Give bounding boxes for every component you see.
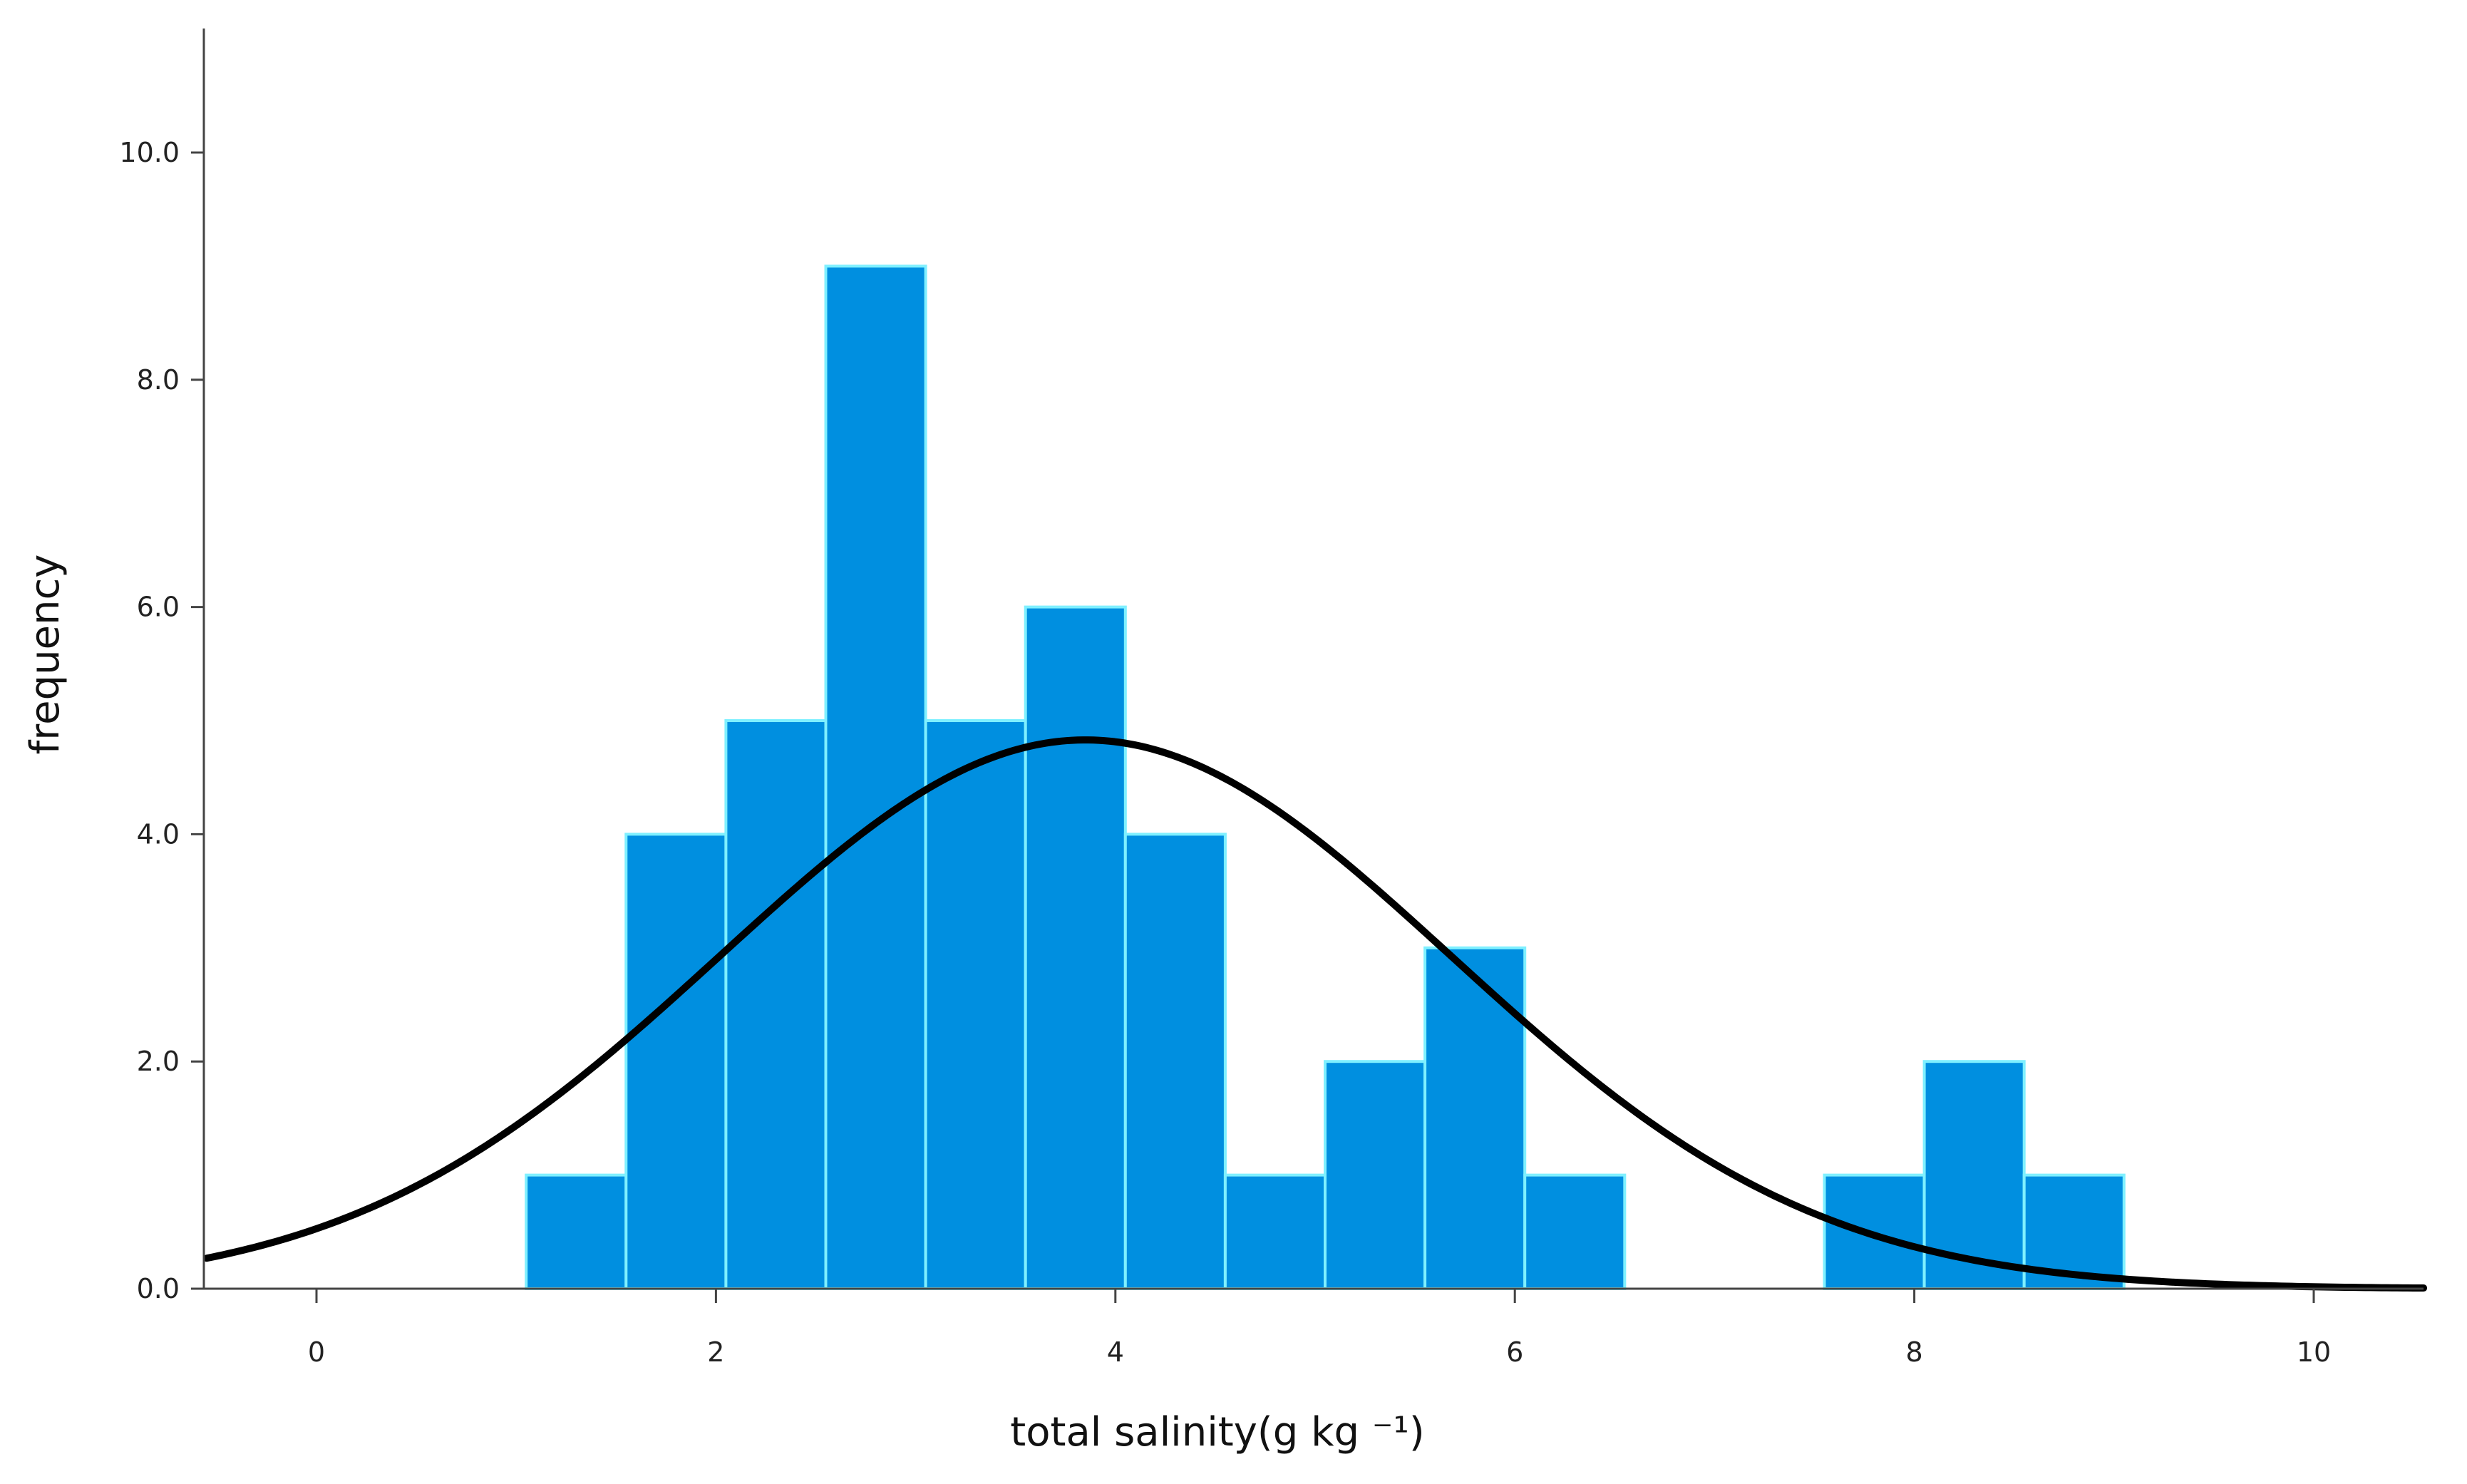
y-tick-label-3: 6.0 <box>137 592 180 623</box>
curve-layer <box>202 736 2428 1292</box>
histogram-bar-9 <box>1324 1060 1427 1290</box>
histogram-bar-5 <box>924 719 1027 1290</box>
histogram-bar-8 <box>1223 1173 1327 1290</box>
histogram-bar-11 <box>1523 1173 1627 1290</box>
y-tick-label-0: 0.0 <box>137 1273 180 1304</box>
x-axis-title: total salinity(g kg ⁻¹) <box>1010 1409 1424 1455</box>
bars-layer <box>525 264 2126 1291</box>
x-tick-label-3: 6 <box>1506 1336 1523 1368</box>
x-tick-label-0: 0 <box>308 1336 325 1368</box>
ticks-layer: 0.0 2.0 4.0 6.0 8.0 10.0 0 2 4 6 8 10 <box>119 137 2331 1368</box>
y-tick-label-1: 2.0 <box>137 1046 180 1077</box>
x-tick-label-5: 10 <box>2297 1336 2331 1368</box>
x-tick-label-2: 4 <box>1107 1336 1124 1368</box>
y-axis-title: frequency <box>22 555 68 755</box>
x-tick-label-4: 8 <box>1906 1336 1923 1368</box>
histogram-bar-6 <box>1024 605 1127 1290</box>
y-tick-label-5: 10.0 <box>119 137 180 168</box>
x-tick-label-1: 2 <box>707 1336 724 1368</box>
y-tick-label-4: 8.0 <box>137 364 180 396</box>
histogram-bar-2 <box>624 833 728 1290</box>
histogram-bar-1 <box>525 1173 628 1290</box>
normal-distribution-curve <box>202 736 2428 1292</box>
histogram-bar-4 <box>824 264 927 1290</box>
y-tick-label-2: 4.0 <box>137 818 180 850</box>
histogram-bar-10 <box>1423 946 1527 1291</box>
histogram-bar-3 <box>724 719 828 1290</box>
axes-layer <box>202 29 2424 1290</box>
histogram-bar-7 <box>1123 833 1227 1290</box>
